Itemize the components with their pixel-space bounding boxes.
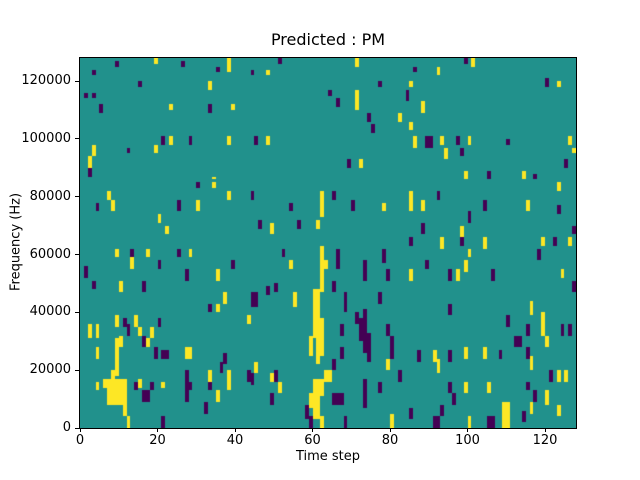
x-tick-mark bbox=[79, 428, 81, 432]
y-tick-label: 40000 bbox=[29, 304, 71, 320]
x-axis-label: Time step bbox=[295, 449, 361, 464]
y-tick-label: 100000 bbox=[21, 130, 71, 146]
x-tick-mark bbox=[234, 428, 236, 432]
plot-title: Predicted : PM bbox=[270, 30, 386, 49]
y-tick-label: 0 bbox=[62, 420, 71, 435]
y-tick-mark bbox=[75, 80, 79, 82]
x-tick-mark bbox=[312, 428, 313, 432]
x-tick-label: 0 bbox=[75, 433, 85, 448]
y-tick-label: 60000 bbox=[29, 246, 71, 262]
y-tick-mark bbox=[75, 427, 79, 429]
x-tick-mark bbox=[389, 428, 391, 432]
y-tick-mark bbox=[75, 138, 79, 140]
x-tick-label: 100 bbox=[455, 433, 480, 448]
x-tick-label: 80 bbox=[381, 433, 399, 448]
y-tick-mark bbox=[75, 254, 79, 256]
x-tick-mark bbox=[467, 428, 468, 432]
x-tick-mark bbox=[157, 428, 158, 432]
plot-area bbox=[79, 57, 577, 429]
x-tick-label: 20 bbox=[149, 433, 166, 448]
x-tick-label: 120 bbox=[532, 433, 558, 448]
y-tick-label: 20000 bbox=[29, 362, 71, 378]
y-axis-label: Frequency (Hz) bbox=[8, 192, 24, 292]
x-tick-label: 60 bbox=[304, 433, 321, 448]
x-tick-label: 40 bbox=[226, 433, 244, 448]
y-tick-mark bbox=[75, 196, 79, 198]
heatmap-canvas bbox=[80, 58, 576, 428]
y-tick-mark bbox=[75, 311, 79, 313]
y-tick-mark bbox=[75, 369, 79, 371]
x-tick-mark bbox=[544, 428, 546, 432]
y-tick-label: 80000 bbox=[29, 188, 71, 204]
y-tick-label: 120000 bbox=[21, 73, 71, 89]
